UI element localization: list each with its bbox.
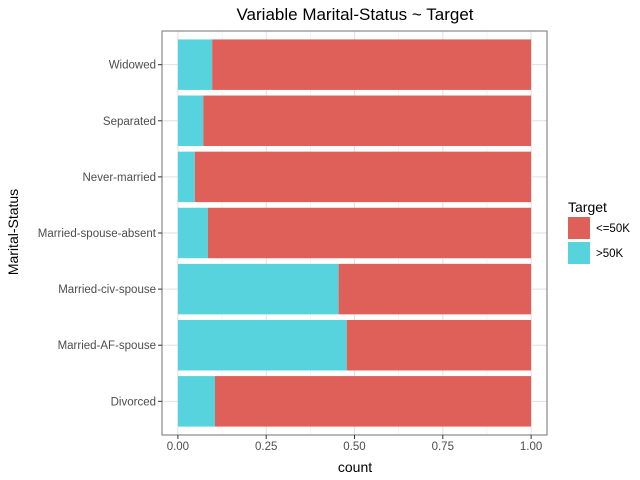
y-tick-label: Separated [103,116,156,128]
legend-swatch [568,242,590,264]
x-tick-label: 0.00 [167,441,189,453]
bar-segment [177,39,213,90]
legend-swatch [568,217,590,239]
bar-segment [177,151,195,203]
bar-segment [177,376,215,427]
legend-label: >50K [596,248,624,260]
bar-segment [207,207,532,259]
bar-segment [194,151,532,203]
y-tick-label: Married-AF-spouse [58,340,156,352]
plot-area: Divorced Married-AF-spouse Married-civ-spo… [38,30,548,453]
x-tick-label: 0.25 [255,441,277,453]
bar-segment [177,263,339,315]
legend-title: Target [568,199,607,215]
y-tick-label: Never-married [83,172,157,184]
x-tick-label: 0.75 [432,441,454,453]
y-tick-label: Married-civ-spouse [58,284,156,296]
bar-segment [177,319,347,371]
bar-segment [203,95,532,147]
x-tick-label: 0.50 [343,441,365,453]
bar-segment [177,207,208,259]
bar-segment [338,263,532,315]
bar-segment [346,319,532,371]
bar-segment [214,376,532,427]
y-tick-label: Widowed [109,60,156,72]
bar-segment [212,39,532,90]
y-tick-label: Divorced [111,396,156,408]
chart-title: Variable Marital-Status ~ Target [236,5,473,24]
legend: Target <=50K >50K [568,199,630,264]
y-axis-title: Marital-Status [5,189,21,275]
legend-label: <=50K [596,223,630,235]
x-tick-label: 1.00 [520,441,542,453]
bar-segment [177,95,204,147]
x-axis-title: count [338,459,372,475]
y-tick-label: Married-spouse-absent [38,228,157,240]
